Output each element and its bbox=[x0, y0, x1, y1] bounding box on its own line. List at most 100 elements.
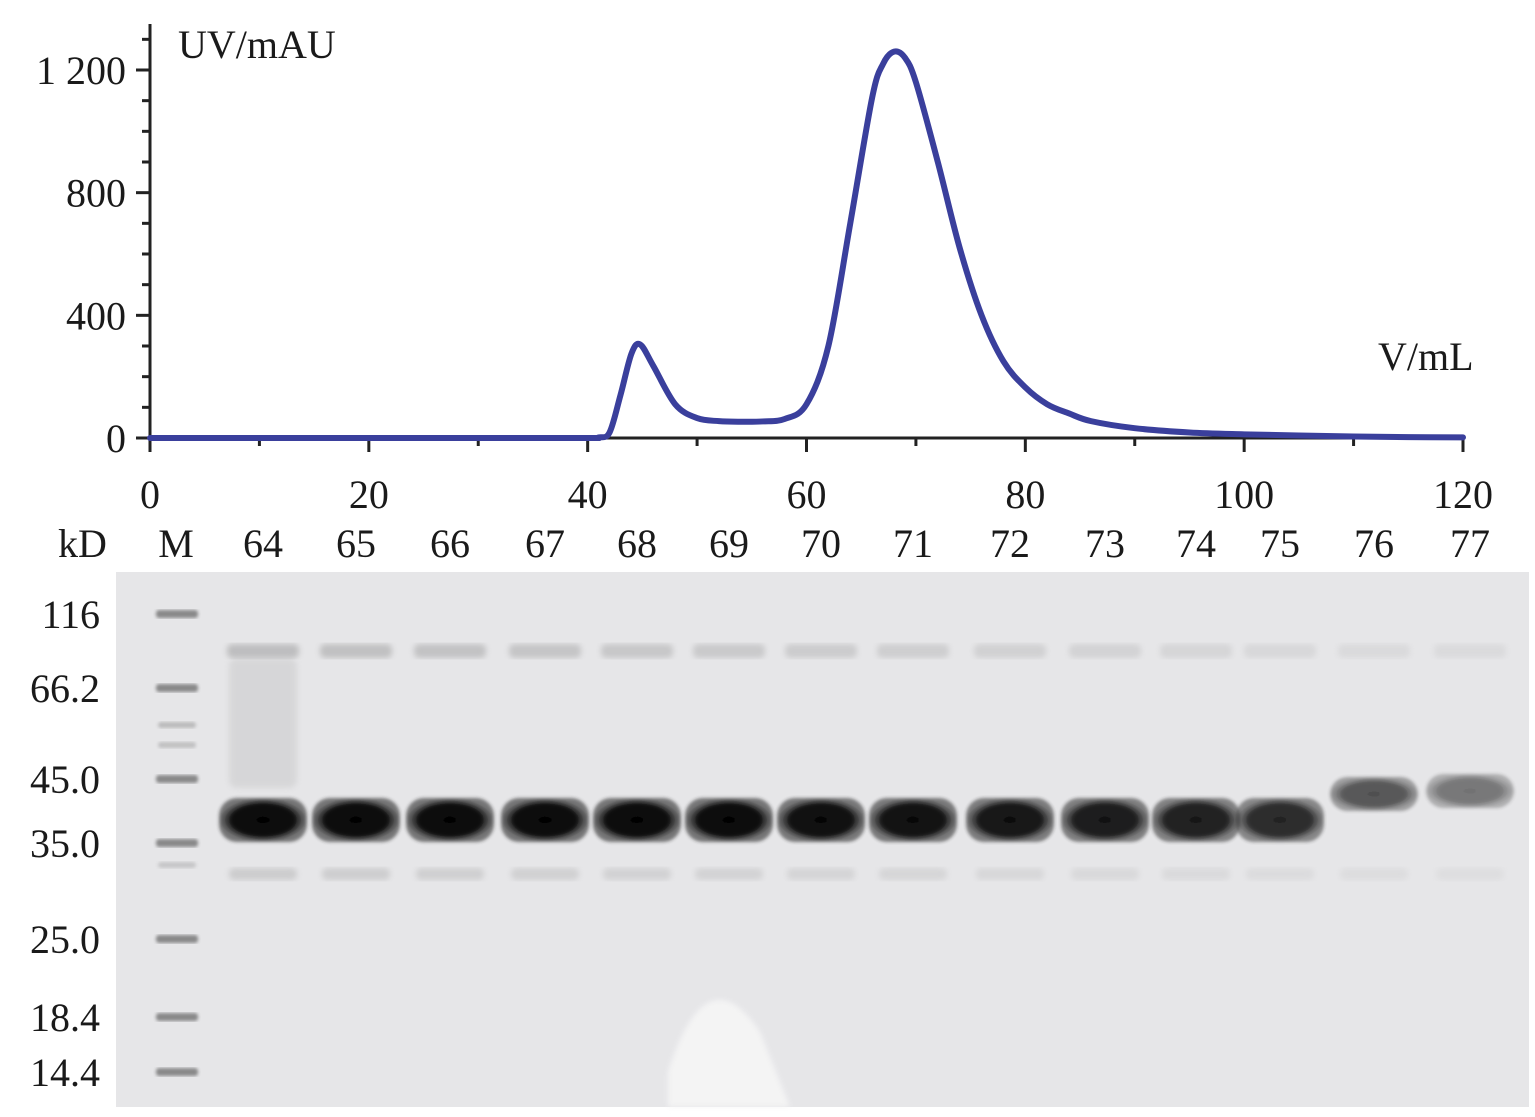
main-protein-band bbox=[1330, 777, 1418, 811]
x-tick-label: 0 bbox=[140, 472, 160, 517]
gel-lane-label: 75 bbox=[1260, 521, 1300, 566]
faint-band-upper bbox=[509, 644, 581, 658]
main-protein-band bbox=[869, 798, 957, 842]
gel-lane-label: 74 bbox=[1176, 521, 1216, 566]
faint-band-upper bbox=[1434, 644, 1506, 658]
marker-band bbox=[156, 839, 198, 847]
faint-band-upper bbox=[601, 644, 673, 658]
faint-band-lower bbox=[879, 868, 947, 880]
chromatogram-ticks: 0 400 800 1 200 0 20 40 60 80 100 120 bbox=[36, 37, 1493, 517]
gel-lane-header: kD M 64 65 66 67 68 69 70 71 72 73 74 75 76 77 bbox=[58, 521, 1490, 566]
chromatogram-chart: 0 400 800 1 200 0 20 40 60 80 100 120 UV/mAU V/mL bbox=[36, 22, 1493, 517]
faint-band-upper bbox=[877, 644, 949, 658]
gel-lane-label: 64 bbox=[243, 521, 283, 566]
marker-band bbox=[156, 684, 198, 692]
faint-band-upper bbox=[1069, 644, 1141, 658]
marker-size-label: 45.0 bbox=[30, 757, 100, 802]
x-axis-label: V/mL bbox=[1378, 334, 1474, 379]
faint-band-lower bbox=[976, 868, 1044, 880]
y-axis-label: UV/mAU bbox=[178, 22, 336, 67]
gel-unit-label: kD bbox=[58, 521, 107, 566]
faint-band-upper bbox=[227, 644, 299, 658]
faint-band-upper bbox=[974, 644, 1046, 658]
chromatogram-axes bbox=[148, 24, 1463, 440]
main-protein-band bbox=[406, 798, 494, 842]
marker-size-label: 66.2 bbox=[30, 666, 100, 711]
main-protein-bands bbox=[219, 774, 1514, 842]
faint-band-lower bbox=[322, 868, 390, 880]
x-tick-label: 40 bbox=[568, 472, 608, 517]
faint-band-lower bbox=[416, 868, 484, 880]
y-tick-label: 400 bbox=[66, 293, 126, 338]
main-protein-band bbox=[1236, 798, 1324, 842]
gel-lane-label: 65 bbox=[336, 521, 376, 566]
lane-smear bbox=[229, 658, 297, 788]
sds-page-gel: 116 66.2 45.0 35.0 25.0 18.4 14.4 bbox=[30, 572, 1529, 1107]
marker-size-label: 35.0 bbox=[30, 821, 100, 866]
faint-band-upper bbox=[1244, 644, 1316, 658]
faint-band-upper bbox=[785, 644, 857, 658]
marker-ladder bbox=[156, 610, 198, 1076]
faint-band-lower bbox=[695, 868, 763, 880]
marker-size-label: 14.4 bbox=[30, 1050, 100, 1095]
x-tick-label: 60 bbox=[787, 472, 827, 517]
gel-lane-label: 71 bbox=[893, 521, 933, 566]
main-protein-band bbox=[1152, 798, 1240, 842]
main-protein-band bbox=[219, 798, 307, 842]
marker-size-label: 25.0 bbox=[30, 917, 100, 962]
main-protein-band bbox=[593, 798, 681, 842]
marker-band bbox=[158, 722, 196, 728]
main-protein-band bbox=[777, 798, 865, 842]
uv-trace-line bbox=[147, 48, 1466, 442]
faint-band-lower bbox=[1436, 868, 1504, 880]
faint-bands bbox=[227, 644, 1506, 880]
marker-band bbox=[156, 1013, 198, 1021]
gel-lane-label: M bbox=[158, 521, 194, 566]
gel-lane-label: 69 bbox=[709, 521, 749, 566]
y-tick-label: 1 200 bbox=[36, 48, 126, 93]
gel-lane-label: 67 bbox=[525, 521, 565, 566]
main-protein-band bbox=[312, 798, 400, 842]
gel-lane-label: 66 bbox=[430, 521, 470, 566]
marker-size-label: 18.4 bbox=[30, 995, 100, 1040]
marker-band bbox=[156, 610, 198, 618]
marker-band bbox=[158, 742, 196, 748]
gel-lane-label: 73 bbox=[1085, 521, 1125, 566]
gel-lane-label: 70 bbox=[801, 521, 841, 566]
faint-band-lower bbox=[603, 868, 671, 880]
x-tick-label: 20 bbox=[349, 472, 389, 517]
faint-band-lower bbox=[1162, 868, 1230, 880]
main-protein-band bbox=[966, 798, 1054, 842]
gel-artifact bbox=[668, 999, 790, 1107]
x-tick-label: 100 bbox=[1214, 472, 1274, 517]
main-protein-band bbox=[685, 798, 773, 842]
faint-band-lower bbox=[1071, 868, 1139, 880]
faint-band-upper bbox=[1160, 644, 1232, 658]
marker-band bbox=[156, 1068, 198, 1076]
faint-band-lower bbox=[1340, 868, 1408, 880]
main-protein-band bbox=[501, 798, 589, 842]
faint-band-upper bbox=[414, 644, 486, 658]
faint-band-upper bbox=[693, 644, 765, 658]
main-protein-band bbox=[1061, 798, 1149, 842]
gel-lane-label: 72 bbox=[990, 521, 1030, 566]
gel-lane-labels: M 64 65 66 67 68 69 70 71 72 73 74 75 76 77 bbox=[158, 521, 1490, 566]
marker-band bbox=[156, 775, 198, 783]
marker-band bbox=[158, 862, 196, 868]
faint-band-upper bbox=[320, 644, 392, 658]
gel-lane-label: 68 bbox=[617, 521, 657, 566]
gel-lane-label: 76 bbox=[1354, 521, 1394, 566]
marker-size-label: 116 bbox=[41, 592, 100, 637]
main-protein-band bbox=[1426, 774, 1514, 808]
faint-band-lower bbox=[229, 868, 297, 880]
x-tick-label: 80 bbox=[1005, 472, 1045, 517]
faint-band-lower bbox=[787, 868, 855, 880]
gel-lane-label: 77 bbox=[1450, 521, 1490, 566]
x-tick-label: 120 bbox=[1433, 472, 1493, 517]
faint-band-lower bbox=[511, 868, 579, 880]
marker-band bbox=[156, 935, 198, 943]
y-tick-label: 0 bbox=[106, 416, 126, 461]
marker-size-labels: 116 66.2 45.0 35.0 25.0 18.4 14.4 bbox=[30, 592, 100, 1095]
faint-band-upper bbox=[1338, 644, 1410, 658]
y-tick-label: 800 bbox=[66, 171, 126, 216]
